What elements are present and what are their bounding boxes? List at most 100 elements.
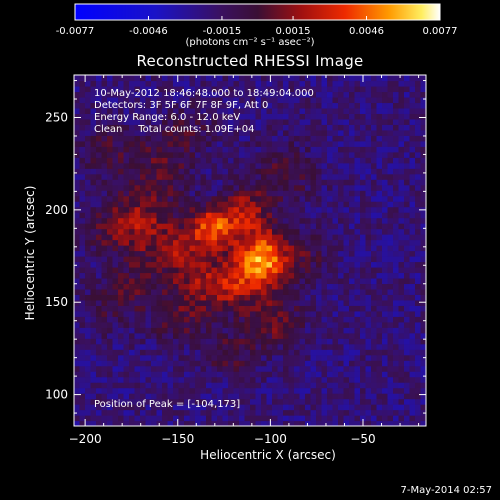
heatmap-cell bbox=[310, 310, 317, 317]
heatmap-cell bbox=[321, 151, 328, 158]
heatmap-cell bbox=[211, 201, 218, 208]
heatmap-cell bbox=[96, 91, 103, 98]
heatmap-cell bbox=[162, 212, 169, 219]
heatmap-cell bbox=[415, 277, 422, 285]
heatmap-cell bbox=[387, 96, 394, 104]
heatmap-cell bbox=[101, 387, 108, 394]
heatmap-cell bbox=[316, 299, 323, 306]
heatmap-cell bbox=[288, 266, 295, 274]
heatmap-cell bbox=[316, 234, 323, 241]
heatmap-cell bbox=[244, 398, 251, 405]
heatmap-cell bbox=[338, 283, 345, 290]
heatmap-cell bbox=[321, 409, 328, 416]
heatmap-cell bbox=[228, 299, 235, 306]
heatmap-cell bbox=[376, 338, 383, 345]
heatmap-cell bbox=[420, 118, 426, 125]
heatmap-cell bbox=[283, 272, 290, 279]
heatmap-cell bbox=[299, 179, 306, 186]
heatmap-cell bbox=[217, 151, 224, 158]
heatmap-cell bbox=[316, 80, 323, 87]
heatmap-cell bbox=[140, 75, 147, 82]
heatmap-cell bbox=[277, 85, 284, 93]
heatmap-cell bbox=[162, 140, 169, 147]
heatmap-cell bbox=[156, 173, 163, 180]
heatmap-cell bbox=[415, 228, 422, 235]
heatmap-cell bbox=[96, 168, 103, 175]
heatmap-cell bbox=[393, 338, 400, 345]
heatmap-cell bbox=[360, 332, 367, 339]
heatmap-cell bbox=[118, 85, 125, 93]
heatmap-cell bbox=[261, 365, 268, 372]
heatmap-cell bbox=[255, 157, 262, 164]
heatmap-cell bbox=[184, 124, 191, 131]
heatmap-cell bbox=[415, 305, 422, 312]
heatmap-cell bbox=[294, 190, 301, 197]
heatmap-cell bbox=[74, 96, 81, 104]
heatmap-cell bbox=[74, 283, 81, 290]
heatmap-cell bbox=[294, 195, 301, 202]
heatmap-cell bbox=[299, 294, 306, 301]
heatmap-cell bbox=[244, 310, 251, 317]
heatmap-cell bbox=[272, 140, 279, 147]
heatmap-cell bbox=[228, 234, 235, 241]
heatmap-cell bbox=[244, 151, 251, 158]
heatmap-cell bbox=[321, 261, 328, 268]
heatmap-cell bbox=[310, 371, 317, 378]
x-tick-label: −50 bbox=[350, 432, 375, 446]
heatmap-cell bbox=[167, 223, 174, 230]
heatmap-cell bbox=[360, 102, 367, 109]
heatmap-cell bbox=[404, 310, 411, 317]
heatmap-cell bbox=[162, 206, 169, 213]
heatmap-cell bbox=[365, 332, 372, 339]
heatmap-cell bbox=[211, 135, 218, 142]
heatmap-cell bbox=[178, 283, 185, 290]
heatmap-cell bbox=[371, 91, 378, 98]
heatmap-cell bbox=[244, 201, 251, 208]
heatmap-cell bbox=[360, 316, 367, 323]
heatmap-cell bbox=[415, 409, 422, 416]
heatmap-cell bbox=[156, 113, 163, 120]
heatmap-cell bbox=[266, 327, 273, 334]
heatmap-cell bbox=[151, 245, 158, 252]
heatmap-cell bbox=[387, 162, 394, 169]
heatmap-cell bbox=[107, 299, 114, 306]
heatmap-cell bbox=[250, 179, 257, 186]
heatmap-cell bbox=[173, 75, 180, 82]
heatmap-cell bbox=[217, 360, 224, 367]
heatmap-cell bbox=[184, 404, 191, 411]
heatmap-cell bbox=[294, 124, 301, 131]
heatmap-cell bbox=[420, 404, 426, 411]
heatmap-cell bbox=[90, 135, 97, 142]
heatmap-cell bbox=[195, 349, 202, 356]
heatmap-cell bbox=[112, 250, 119, 257]
heatmap-cell bbox=[288, 96, 295, 104]
heatmap-cell bbox=[299, 277, 306, 285]
heatmap-cell bbox=[420, 288, 426, 295]
heatmap-cell bbox=[74, 310, 81, 317]
heatmap-cell bbox=[338, 294, 345, 301]
heatmap-cell bbox=[145, 261, 152, 268]
heatmap-cell bbox=[338, 272, 345, 279]
heatmap-cell bbox=[162, 288, 169, 295]
heatmap-cell bbox=[206, 239, 213, 246]
heatmap-cell bbox=[349, 245, 356, 252]
heatmap-cell bbox=[184, 173, 191, 180]
heatmap-cell bbox=[327, 294, 334, 301]
y-tick-label: 250 bbox=[45, 110, 68, 124]
heatmap-cell bbox=[233, 190, 240, 197]
heatmap-cell bbox=[112, 228, 119, 235]
heatmap-cell bbox=[145, 420, 152, 426]
heatmap-cell bbox=[360, 288, 367, 295]
heatmap-cell bbox=[118, 415, 125, 422]
heatmap-cell bbox=[283, 146, 290, 153]
heatmap-cell bbox=[211, 250, 218, 257]
heatmap-cell bbox=[184, 190, 191, 197]
heatmap-cell bbox=[90, 409, 97, 416]
heatmap-cell bbox=[415, 316, 422, 323]
heatmap-cell bbox=[299, 245, 306, 252]
heatmap-cell bbox=[316, 343, 323, 350]
heatmap-cell bbox=[222, 168, 229, 175]
heatmap-cell bbox=[354, 354, 361, 361]
heatmap-cell bbox=[420, 332, 426, 339]
heatmap-cell bbox=[134, 382, 141, 389]
